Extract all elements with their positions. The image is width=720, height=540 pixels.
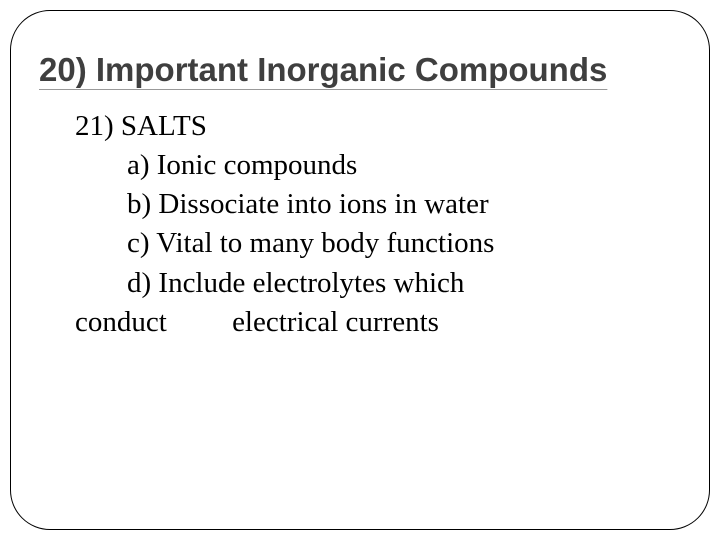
outline-item-d-line2-part1: conduct bbox=[75, 306, 167, 338]
outline-subtitle: 21) SALTS bbox=[75, 107, 681, 146]
outline-item-b: b) Dissociate into ions in water bbox=[127, 185, 681, 224]
slide-title: 20) Important Inorganic Compounds bbox=[39, 51, 681, 89]
outline-item-c: c) Vital to many body functions bbox=[127, 224, 681, 263]
outline-item-a: a) Ionic compounds bbox=[127, 146, 681, 185]
outline-item-d-line2: conduct electrical currents bbox=[75, 303, 681, 342]
outline-item-d-line1: d) Include electrolytes which bbox=[127, 264, 681, 303]
outline-item-d-line2-part2: electrical currents bbox=[232, 306, 439, 338]
slide-content: 21) SALTS a) Ionic compounds b) Dissocia… bbox=[39, 107, 681, 342]
slide-frame: 20) Important Inorganic Compounds 21) SA… bbox=[10, 10, 710, 530]
